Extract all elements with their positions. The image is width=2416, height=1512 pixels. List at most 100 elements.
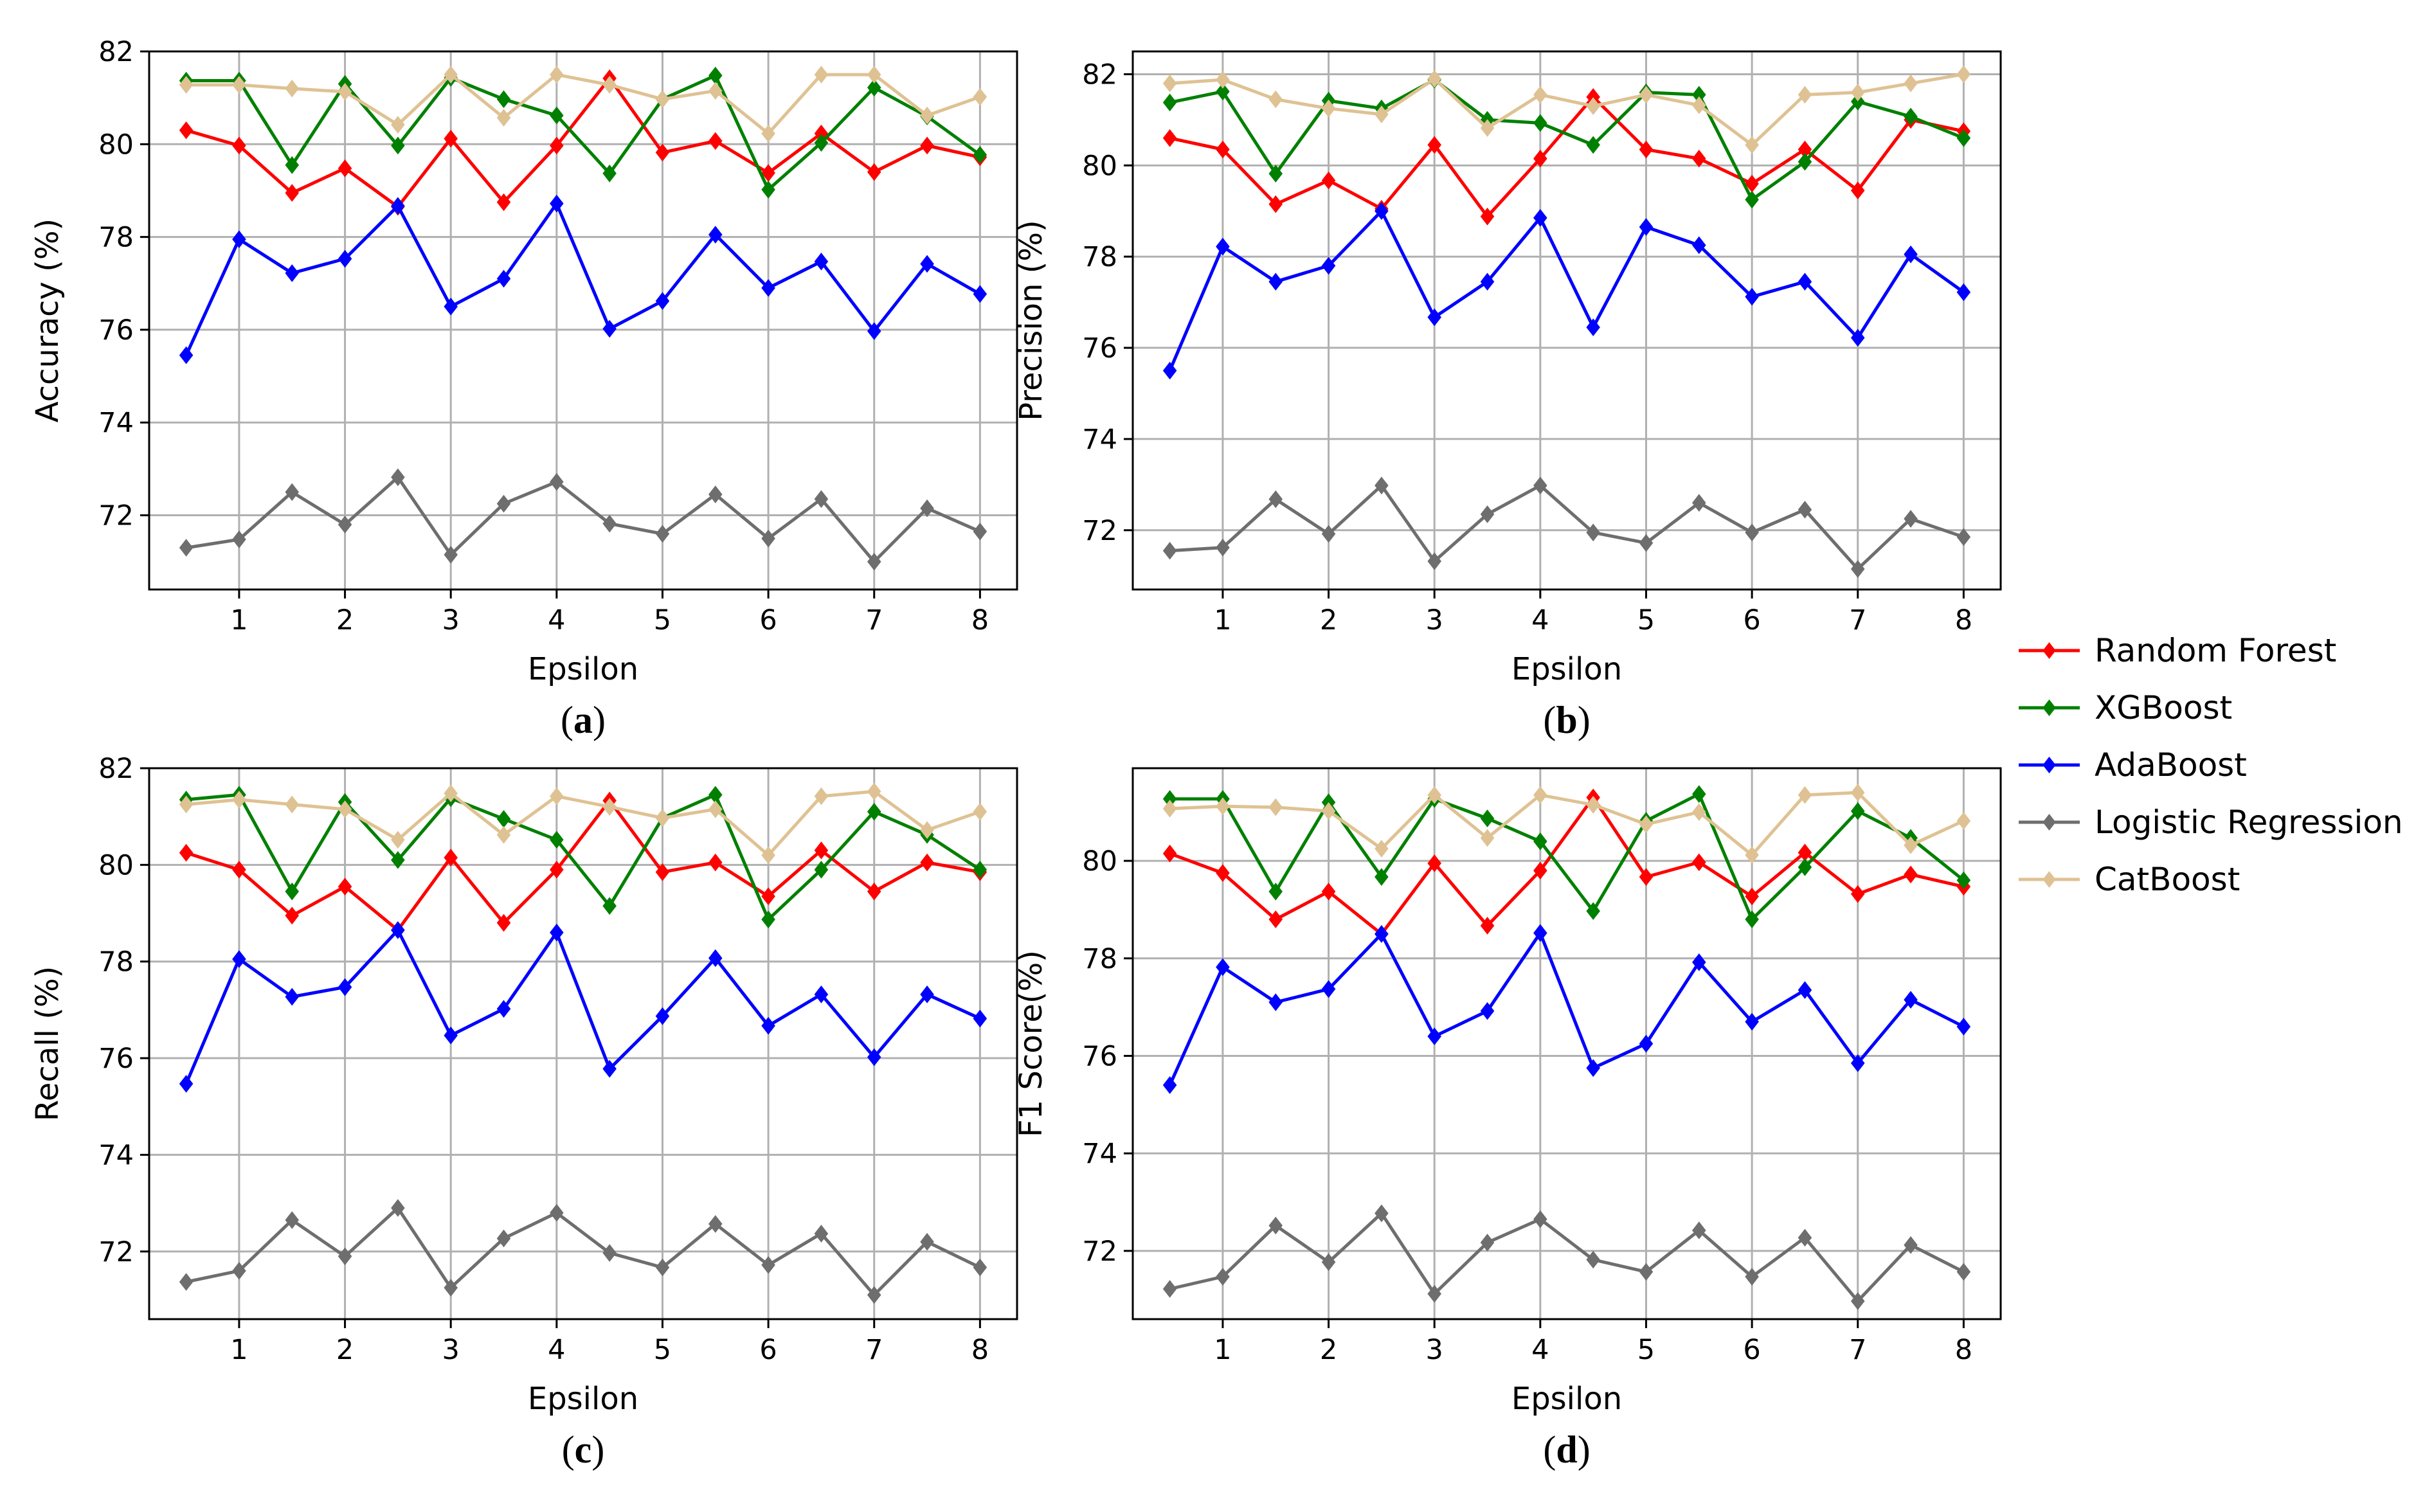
x-tick-label: 2 <box>1320 1334 1337 1366</box>
data-point-catboost <box>1692 96 1706 114</box>
data-point-catboost <box>1533 86 1547 104</box>
data-point-adaboost <box>1427 1027 1441 1045</box>
data-point-xgboost <box>1533 114 1547 132</box>
y-tick-label: 74 <box>1082 1138 1117 1170</box>
data-point-adaboost <box>1375 925 1389 943</box>
x-tick-label: 1 <box>230 1334 248 1366</box>
x-tick-label: 6 <box>759 1334 777 1366</box>
y-tick-label: 80 <box>1082 845 1117 878</box>
data-point-adaboost <box>1375 202 1389 221</box>
data-point-xgboost <box>496 90 511 109</box>
legend-marker <box>2042 699 2056 716</box>
data-point-catboost <box>602 76 617 94</box>
y-tick-label: 72 <box>98 1236 134 1268</box>
data-point-adaboost <box>550 923 564 942</box>
data-point-random-forest <box>232 136 246 155</box>
data-point-catboost <box>232 791 246 809</box>
data-point-adaboost <box>444 1026 458 1045</box>
data-point-adaboost <box>1850 328 1865 347</box>
x-tick-label: 4 <box>1531 604 1549 636</box>
x-tick-label: 8 <box>1955 604 1972 636</box>
data-point-logistic-regression <box>1692 1221 1706 1239</box>
legend-item-logistic-regression: Logistic Regression <box>2019 804 2403 841</box>
data-point-catboost <box>814 787 829 806</box>
y-axis-label: Recall (%) <box>30 966 66 1122</box>
data-point-adaboost <box>1162 361 1177 380</box>
data-point-adaboost <box>338 978 352 996</box>
data-point-catboost <box>814 66 829 84</box>
data-point-logistic-regression <box>1375 1204 1389 1223</box>
data-point-logistic-regression <box>814 490 829 509</box>
data-point-catboost <box>761 124 775 143</box>
data-point-random-forest <box>1533 861 1547 880</box>
data-point-adaboost <box>814 253 829 271</box>
x-axis-label: Epsilon <box>528 1381 638 1417</box>
data-point-logistic-regression <box>391 468 405 487</box>
data-point-adaboost <box>1850 1054 1865 1072</box>
data-point-random-forest <box>708 132 723 150</box>
x-tick-label: 7 <box>865 1334 883 1366</box>
data-point-adaboost <box>550 194 564 213</box>
data-point-adaboost <box>1480 273 1495 291</box>
data-point-random-forest <box>655 143 670 162</box>
y-tick-label: 72 <box>1082 515 1117 547</box>
data-point-catboost <box>1586 97 1600 115</box>
data-point-random-forest <box>920 853 934 872</box>
data-point-random-forest <box>920 136 934 155</box>
panel-label-close: ) <box>591 1428 604 1471</box>
series-line-catboost <box>1169 791 1965 857</box>
data-point-logistic-regression <box>761 529 775 548</box>
data-point-adaboost <box>1321 980 1336 998</box>
data-point-adaboost <box>496 1000 511 1018</box>
data-point-random-forest <box>338 878 352 896</box>
data-point-logistic-regression <box>285 1211 300 1229</box>
data-point-catboost <box>655 809 670 827</box>
data-point-random-forest <box>179 121 194 140</box>
data-point-adaboost <box>285 987 300 1006</box>
data-point-adaboost <box>1427 308 1441 327</box>
x-tick-label: 8 <box>1955 1334 1972 1366</box>
y-tick-label: 72 <box>98 500 134 532</box>
x-tick-label: 4 <box>1531 1334 1549 1366</box>
data-point-adaboost <box>814 986 829 1004</box>
series-line-catboost <box>1169 73 1964 147</box>
x-tick-label: 8 <box>971 604 989 636</box>
data-point-random-forest <box>814 841 829 860</box>
data-point-adaboost <box>232 950 246 968</box>
x-tick-label: 8 <box>971 1334 989 1366</box>
data-point-adaboost <box>1533 924 1547 942</box>
data-point-catboost <box>232 76 246 94</box>
data-point-catboost <box>1745 846 1759 864</box>
series-line-logistic-regression <box>186 1206 981 1297</box>
data-point-random-forest <box>1850 885 1865 903</box>
data-point-xgboost <box>1268 165 1283 183</box>
plot-frame <box>1131 50 2002 591</box>
data-point-adaboost <box>1798 273 1812 291</box>
series-line-xgboost <box>186 74 981 192</box>
data-point-adaboost <box>1745 1013 1759 1031</box>
data-point-catboost <box>444 66 458 84</box>
x-tick-label: 3 <box>442 1334 460 1366</box>
series-adaboost <box>179 921 987 1093</box>
series-line-logistic-regression <box>1169 1211 1965 1303</box>
data-point-xgboost <box>973 861 987 879</box>
data-point-xgboost <box>1480 809 1495 827</box>
data-point-catboost <box>708 800 723 818</box>
data-point-adaboost <box>1692 236 1706 255</box>
data-point-random-forest <box>1427 136 1441 154</box>
data-point-logistic-regression <box>338 1247 352 1266</box>
series-adaboost <box>1162 924 1971 1094</box>
series-line-adaboost <box>1168 931 1965 1086</box>
data-point-random-forest <box>550 861 564 879</box>
data-point-logistic-regression <box>1904 1236 1918 1254</box>
data-point-random-forest <box>285 906 300 925</box>
data-point-catboost <box>1162 74 1177 93</box>
series-adaboost <box>1162 202 1971 380</box>
data-point-xgboost <box>1850 93 1865 111</box>
data-point-xgboost <box>391 136 405 155</box>
data-point-adaboost <box>973 285 987 303</box>
data-point-logistic-regression <box>1798 1228 1812 1247</box>
data-point-logistic-regression <box>1639 534 1654 552</box>
y-axis-label: Accuracy (%) <box>30 219 66 422</box>
